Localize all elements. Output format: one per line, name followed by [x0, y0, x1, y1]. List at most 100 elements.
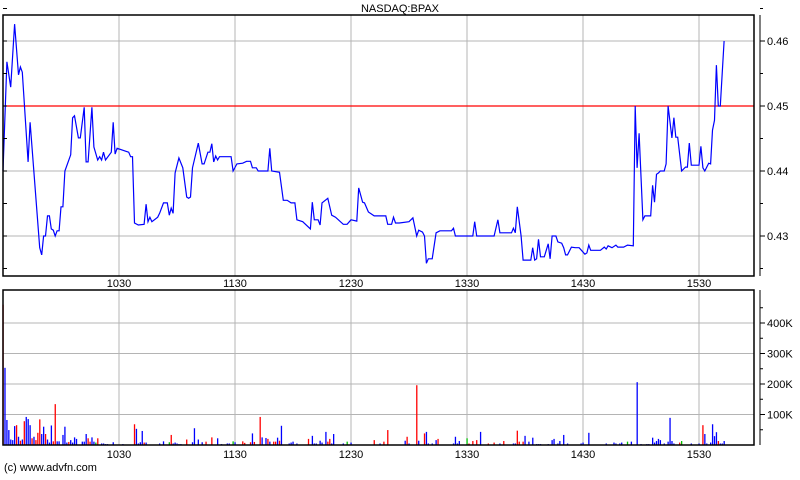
- volume-bar: [265, 437, 267, 445]
- volume-bar: [671, 441, 673, 445]
- volume-bar: [615, 443, 617, 445]
- volume-bar: [458, 441, 460, 445]
- volume-bar: [468, 443, 470, 445]
- volume-bar: [273, 441, 275, 445]
- volume-bar: [101, 443, 103, 445]
- volume-bar: [296, 443, 298, 445]
- volume-bar: [512, 443, 515, 445]
- volume-bar: [93, 441, 95, 445]
- volume-bar: [373, 440, 375, 445]
- price-y-tick-label: 0.45: [767, 101, 788, 113]
- volume-bar: [205, 441, 207, 445]
- price-x-tick-label: 1530: [687, 278, 711, 290]
- volume-bar: [580, 443, 582, 445]
- volume-bar: [456, 443, 459, 445]
- volume-bar: [37, 432, 39, 445]
- volume-bar: [201, 442, 203, 445]
- volume-bar: [168, 442, 170, 445]
- volume-bar: [242, 441, 244, 445]
- volume-bar: [50, 425, 53, 445]
- volume-bar: [404, 440, 406, 445]
- volume-bar: [46, 439, 49, 445]
- volume-bar: [383, 441, 385, 445]
- volume-x-tick-label: 1530: [687, 449, 711, 461]
- volume-bar: [493, 442, 495, 445]
- volume-y-tick-label: 100K: [767, 410, 793, 422]
- volume-bar: [431, 443, 433, 445]
- volume-bar: [659, 440, 662, 445]
- volume-bar: [133, 424, 136, 445]
- volume-bar: [702, 425, 704, 445]
- volume-bar: [551, 440, 553, 445]
- volume-bar: [145, 442, 147, 445]
- chart-title: NASDAQ:BPAX: [361, 3, 440, 15]
- volume-bar: [35, 440, 37, 445]
- volume-bar: [418, 440, 420, 445]
- volume-x-tick-label: 1330: [455, 449, 479, 461]
- volume-bar: [23, 421, 25, 445]
- volume-bar: [87, 438, 89, 445]
- volume-bar: [452, 443, 455, 445]
- volume-bar: [251, 433, 254, 445]
- volume-bar: [350, 442, 352, 445]
- volume-bars: [2, 304, 725, 445]
- volume-bar: [14, 426, 16, 445]
- volume-x-tick-label: 1030: [107, 449, 131, 461]
- price-x-tick-label: 1030: [107, 278, 131, 290]
- volume-bar: [186, 439, 188, 445]
- price-x-tick-label: 1330: [455, 278, 479, 290]
- volume-bar: [657, 438, 660, 445]
- volume-bar: [141, 430, 143, 445]
- volume-bar: [12, 440, 14, 445]
- volume-bar: [715, 432, 718, 445]
- volume-bar: [437, 438, 439, 445]
- volume-bar: [311, 435, 314, 445]
- volume-bar: [21, 439, 24, 445]
- price-y-tick-label: 0.46: [767, 36, 788, 48]
- volume-x-tick-label: 1130: [223, 449, 247, 461]
- volume-bar: [721, 443, 723, 445]
- volume-bar: [518, 441, 520, 445]
- volume-bar: [307, 438, 310, 445]
- volume-bar: [503, 441, 505, 445]
- volume-bar: [64, 426, 66, 445]
- volume-bar: [43, 426, 45, 445]
- volume-bar: [613, 442, 615, 445]
- volume-bar: [636, 382, 638, 445]
- volume-bar: [197, 439, 199, 445]
- volume-y-tick-label: 200K: [767, 379, 793, 391]
- volume-bar: [135, 428, 138, 445]
- volume-bar: [172, 443, 174, 445]
- volume-bar: [406, 436, 408, 445]
- volume-bar: [89, 441, 91, 445]
- volume-bar: [275, 441, 277, 445]
- volume-bar: [605, 443, 607, 445]
- axis-labels: 1030 1030 1130 1130 1230 1230 1330 1330 1430 1430…: [3, 8, 793, 461]
- volume-bar: [81, 441, 83, 445]
- volume-bar: [70, 440, 72, 445]
- volume-bar: [669, 417, 671, 445]
- volume-bar: [487, 443, 489, 445]
- volume-bar: [342, 443, 344, 445]
- volume-bar: [706, 443, 708, 445]
- volume-bar: [499, 443, 501, 445]
- volume-bar: [162, 441, 165, 445]
- volume-bar: [217, 438, 219, 445]
- volume-bar: [97, 438, 99, 445]
- volume-x-tick-label: 1230: [339, 449, 363, 461]
- volume-bar: [44, 434, 47, 445]
- volume-bar: [228, 443, 230, 445]
- volume-bar: [269, 441, 271, 445]
- volume-bar: [566, 443, 569, 445]
- volume-bar: [232, 441, 234, 445]
- volume-bar: [329, 438, 331, 445]
- price-series-line: [2, 24, 725, 264]
- volume-bar: [193, 428, 196, 445]
- volume-bar: [514, 443, 517, 445]
- volume-y-tick-label: 300K: [767, 349, 793, 361]
- volume-bar: [416, 385, 418, 445]
- volume-bar: [75, 438, 78, 445]
- volume-bar: [346, 441, 348, 445]
- volume-bar: [710, 442, 712, 445]
- volume-bar: [278, 440, 281, 445]
